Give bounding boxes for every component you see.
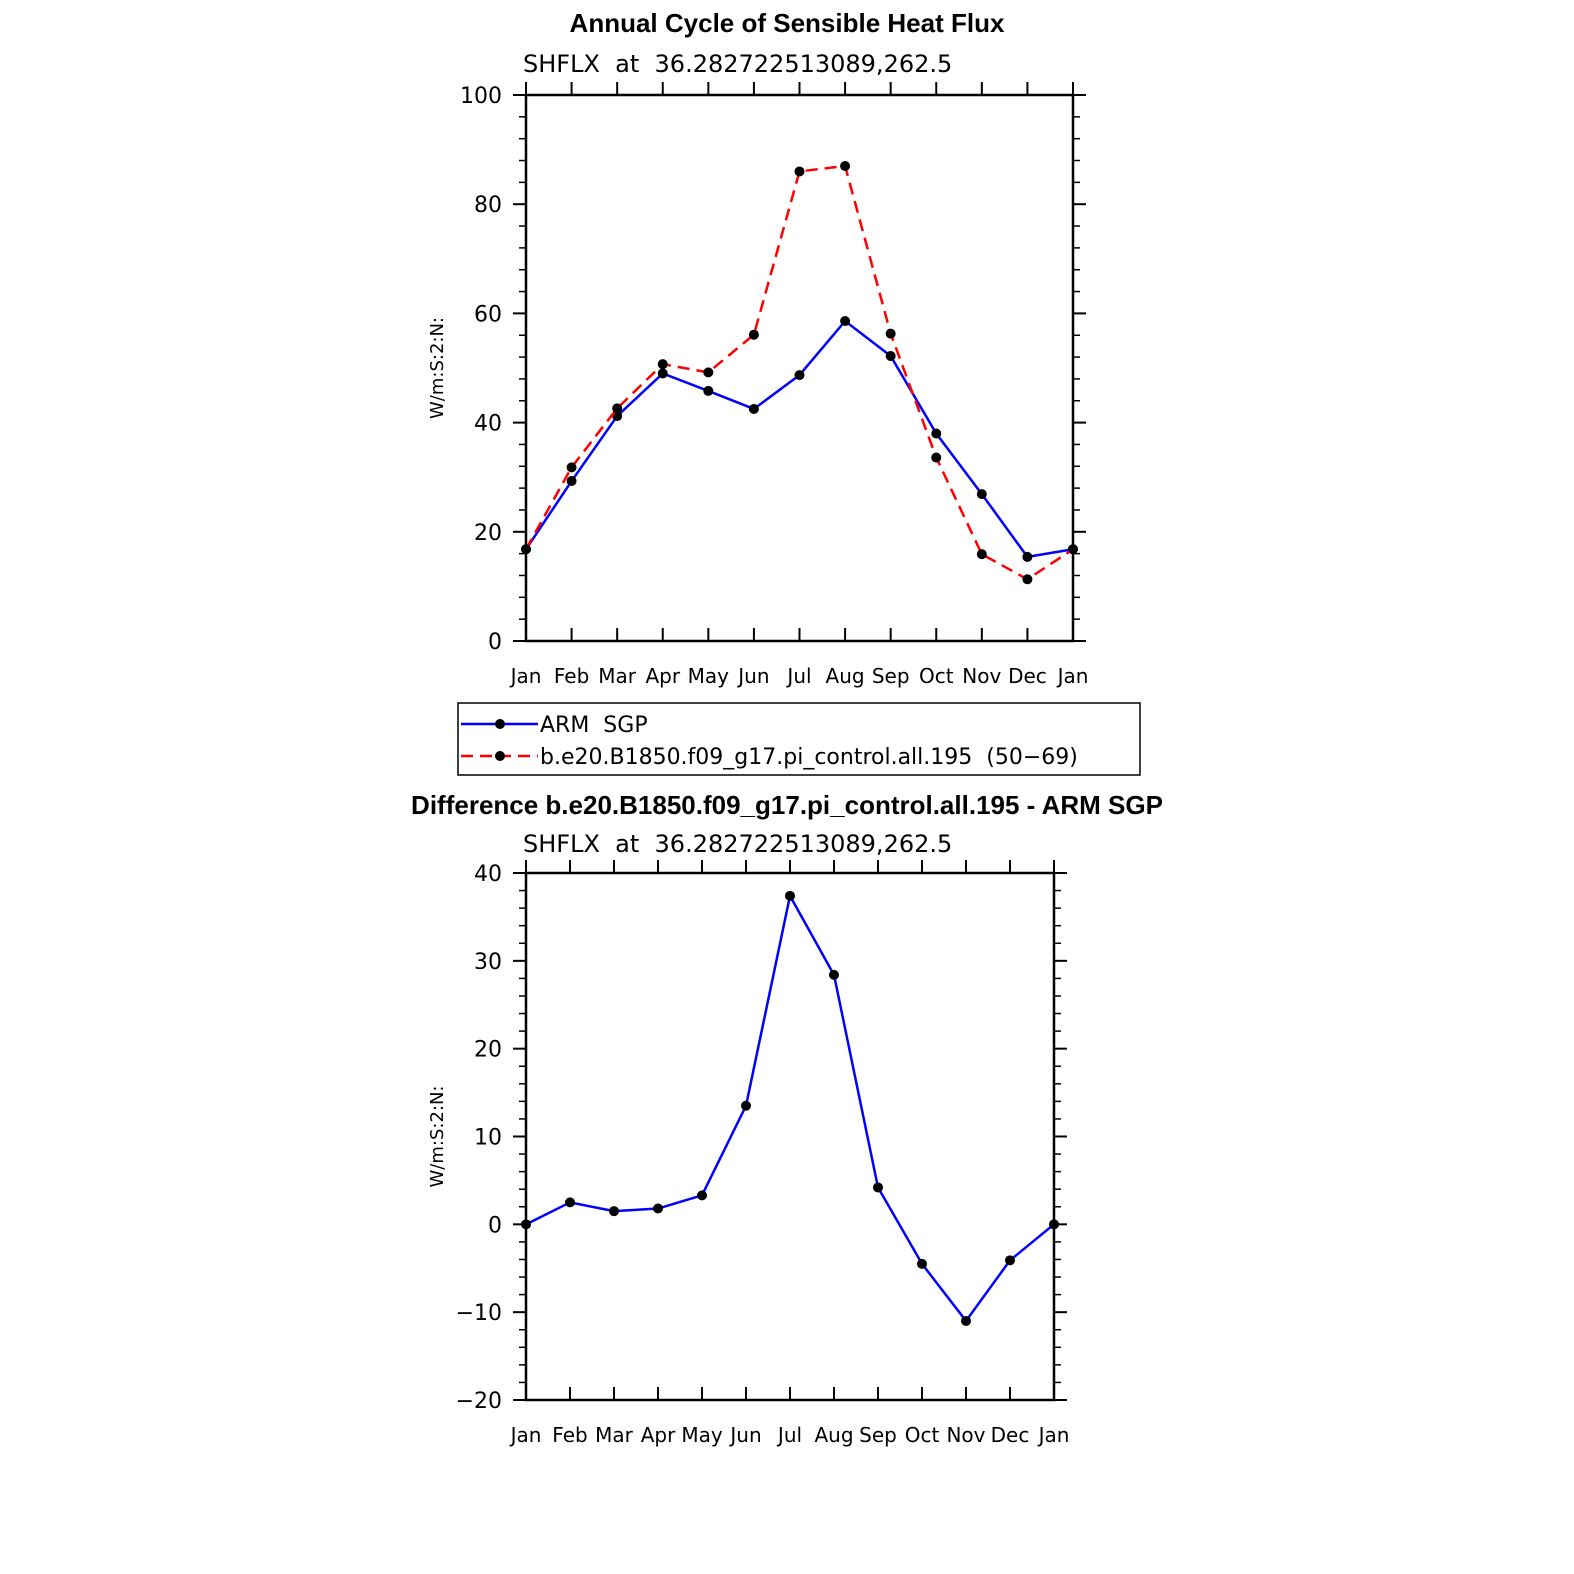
- chart1-series-1-point: [566, 476, 577, 487]
- chart2-y-tick-label: 30: [474, 950, 502, 975]
- chart2-y-tick-label: −20: [456, 1389, 502, 1414]
- chart2-subtitle: SHFLX at 36.282722513089,262.5: [523, 830, 953, 858]
- chart2-y-tick-label: 0: [488, 1213, 502, 1238]
- chart2-y-axis-label: W/m:S:2:N:: [427, 1086, 448, 1188]
- chart2-series-1-point: [961, 1315, 971, 1326]
- chart2-x-tick-label: Mar: [595, 1423, 634, 1447]
- chart1-series-2-point: [794, 166, 805, 177]
- chart2-series-1-point: [917, 1258, 927, 1269]
- chart1-x-tick-label: Apr: [645, 664, 680, 688]
- chart2-x-tick-label: Jul: [776, 1423, 802, 1447]
- chart2-x-tick-label: Jun: [728, 1423, 761, 1447]
- chart1-x-tick-label: Oct: [919, 664, 954, 688]
- chart1-x-tick-label: Aug: [826, 664, 865, 688]
- chart1-series-1-point: [657, 368, 668, 379]
- chart2-y-tick-label: 20: [474, 1038, 502, 1063]
- chart2-x-tick-label: Feb: [552, 1423, 587, 1447]
- chart1-series-2-point: [566, 462, 577, 473]
- chart2-series-1-line: [525, 892, 1055, 1324]
- chart1-x-tick-label: May: [688, 664, 730, 688]
- chart2-series-1-point: [653, 1203, 663, 1214]
- chart1-y-tick-label: 40: [474, 412, 502, 437]
- chart1-y-tick-label: 60: [474, 302, 502, 327]
- chart1-x-tick-label: Jan: [509, 664, 542, 688]
- chart1-subtitle: SHFLX at 36.282722513089,262.5: [523, 50, 953, 78]
- chart2-y-tick-label: −10: [456, 1301, 502, 1326]
- chart1-x-tick-label: Dec: [1008, 664, 1047, 688]
- chart1-series-2-point: [931, 452, 942, 463]
- chart1-x-tick-label: Nov: [962, 664, 1001, 688]
- chart1-series-1-point: [794, 370, 805, 381]
- chart1-series-2-point: [748, 329, 759, 340]
- chart2-series-1-point: [521, 1219, 531, 1230]
- chart1-series-1-point: [976, 489, 987, 500]
- legend-label-1: ARM SGP: [540, 713, 648, 738]
- chart1-series-1-point: [1022, 551, 1033, 562]
- chart1-series-1-point: [748, 403, 759, 414]
- chart1-y-tick-label: 80: [474, 193, 502, 218]
- chart2-x-tick-label: Aug: [814, 1423, 853, 1447]
- chart2-plot-frame: [524, 871, 1056, 1402]
- chart2-x-tick-label: Jan: [1037, 1423, 1070, 1447]
- chart1-series-2-point: [1022, 574, 1033, 585]
- chart1-y-axis-label: W/m:S:2:N:: [427, 317, 448, 419]
- chart1-x-tick-label: Jun: [736, 664, 769, 688]
- chart2-x-tick-label: May: [681, 1423, 723, 1447]
- legend-box: [457, 702, 1141, 776]
- chart1-series-2-point: [1068, 544, 1078, 555]
- chart1-series-1-point: [703, 385, 714, 396]
- chart1-series-2-point: [976, 549, 987, 560]
- legend-marker-1: [495, 719, 505, 729]
- legend-label-2: b.e20.B1850.f09_g17.pi_control.all.195 (…: [540, 745, 1078, 770]
- chart2-series-1-point: [1049, 1219, 1059, 1230]
- chart1-series-1-point: [885, 350, 896, 361]
- chart1-series-2-point: [521, 544, 531, 555]
- chart2-x-tick-label: Dec: [991, 1423, 1030, 1447]
- chart1-series-1-point: [931, 428, 942, 439]
- chart2-series-1-point: [565, 1197, 575, 1208]
- chart1-y-tick-label: 0: [488, 630, 502, 655]
- chart2-x-tick-label: Apr: [641, 1423, 676, 1447]
- chart2-x-tick-label: Sep: [859, 1423, 897, 1447]
- chart1-x-tick-label: Mar: [598, 664, 637, 688]
- chart2-series-1-point: [609, 1206, 619, 1217]
- chart1-x-tick-label: Jan: [1056, 664, 1089, 688]
- chart2-x-tick-label: Oct: [905, 1423, 940, 1447]
- chart1-series-2-point: [657, 359, 668, 370]
- legend-marker-2: [495, 751, 505, 761]
- chart2-series-1-point: [697, 1190, 707, 1201]
- chart2-x-tick-label: Nov: [946, 1423, 985, 1447]
- chart2-series-1-point: [1005, 1255, 1015, 1266]
- chart2-title: Difference b.e20.B1850.f09_g17.pi_contro…: [411, 790, 1163, 820]
- chart1-series-2-point: [885, 328, 896, 339]
- chart1-series-1-point: [840, 316, 851, 327]
- chart1-series-2-point: [612, 403, 623, 414]
- chart1-series-2-point: [703, 367, 714, 378]
- chart1-y-tick-label: 20: [474, 521, 502, 546]
- chart1-x-tick-label: Sep: [872, 664, 910, 688]
- chart1-series-2-point: [840, 160, 851, 171]
- chart2-y-tick-label: 10: [474, 1126, 502, 1151]
- chart1-y-tick-label: 100: [460, 84, 502, 109]
- chart2-series-1-point: [829, 969, 839, 980]
- chart2-series-1-point: [741, 1100, 751, 1111]
- chart1-x-tick-label: Feb: [554, 664, 589, 688]
- chart2-y-tick-label: 40: [474, 862, 502, 887]
- chart2-x-tick-label: Jan: [509, 1423, 542, 1447]
- chart1-series-1-line: [524, 319, 1074, 559]
- chart1-title: Annual Cycle of Sensible Heat Flux: [569, 8, 1005, 38]
- chart2-series-1-point: [785, 890, 795, 901]
- chart2-series-1-point: [873, 1182, 883, 1193]
- chart1-x-tick-label: Jul: [785, 664, 811, 688]
